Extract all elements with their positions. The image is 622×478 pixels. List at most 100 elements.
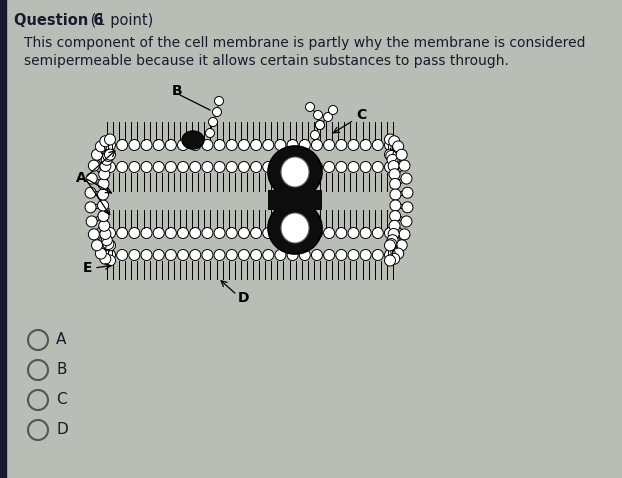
Text: B: B <box>56 362 67 378</box>
Circle shape <box>262 250 274 261</box>
Circle shape <box>336 250 347 261</box>
Circle shape <box>392 141 404 152</box>
Text: D: D <box>56 423 68 437</box>
Circle shape <box>348 228 359 239</box>
Circle shape <box>214 140 225 151</box>
Circle shape <box>262 228 274 239</box>
Circle shape <box>214 228 225 239</box>
Circle shape <box>299 250 310 261</box>
Circle shape <box>100 161 111 172</box>
Circle shape <box>177 162 188 173</box>
Circle shape <box>129 250 140 261</box>
Circle shape <box>315 120 325 130</box>
Circle shape <box>141 228 152 239</box>
Circle shape <box>101 235 112 246</box>
Circle shape <box>386 239 397 250</box>
Text: Question 6: Question 6 <box>14 13 103 28</box>
Circle shape <box>104 149 116 160</box>
Circle shape <box>251 228 262 239</box>
Circle shape <box>373 250 383 261</box>
Circle shape <box>275 140 286 151</box>
Circle shape <box>238 250 249 261</box>
Circle shape <box>129 140 140 151</box>
Circle shape <box>299 140 310 151</box>
Circle shape <box>177 228 188 239</box>
Circle shape <box>213 108 221 117</box>
Circle shape <box>177 250 188 261</box>
Circle shape <box>190 250 201 261</box>
Circle shape <box>100 253 111 264</box>
Circle shape <box>312 162 322 173</box>
Circle shape <box>275 162 286 173</box>
Circle shape <box>373 228 383 239</box>
Circle shape <box>360 140 371 151</box>
Circle shape <box>98 211 109 222</box>
Circle shape <box>323 162 335 173</box>
Text: semipermeable because it allows certain substances to pass through.: semipermeable because it allows certain … <box>24 54 509 68</box>
Circle shape <box>238 228 249 239</box>
Circle shape <box>262 162 274 173</box>
Circle shape <box>226 140 237 151</box>
Ellipse shape <box>182 131 204 149</box>
Text: (1 point): (1 point) <box>86 13 153 28</box>
Circle shape <box>287 162 298 173</box>
Circle shape <box>387 154 398 165</box>
Circle shape <box>384 134 396 145</box>
Circle shape <box>336 140 347 151</box>
Circle shape <box>91 240 103 251</box>
Circle shape <box>117 250 128 261</box>
Circle shape <box>86 173 97 184</box>
Circle shape <box>165 228 177 239</box>
Circle shape <box>360 250 371 261</box>
Circle shape <box>389 253 400 264</box>
Circle shape <box>401 216 412 227</box>
Circle shape <box>104 134 116 145</box>
Circle shape <box>238 140 249 151</box>
Circle shape <box>387 235 398 246</box>
Circle shape <box>86 216 97 227</box>
Circle shape <box>312 250 322 261</box>
Circle shape <box>214 162 225 173</box>
Circle shape <box>396 240 407 251</box>
Circle shape <box>98 178 109 189</box>
Circle shape <box>88 160 100 171</box>
Text: E: E <box>83 261 93 275</box>
Circle shape <box>315 120 325 130</box>
Circle shape <box>251 250 262 261</box>
Text: A: A <box>56 333 67 348</box>
Circle shape <box>275 228 286 239</box>
Circle shape <box>312 140 322 151</box>
Circle shape <box>287 228 298 239</box>
Circle shape <box>153 162 164 173</box>
Circle shape <box>287 140 298 151</box>
Circle shape <box>215 97 223 106</box>
Circle shape <box>402 202 413 213</box>
Ellipse shape <box>281 213 309 243</box>
Circle shape <box>190 162 201 173</box>
Circle shape <box>104 228 116 239</box>
Text: C: C <box>356 108 366 122</box>
Circle shape <box>98 189 109 200</box>
Circle shape <box>389 178 401 189</box>
Circle shape <box>299 162 310 173</box>
Circle shape <box>226 250 237 261</box>
Ellipse shape <box>268 146 322 198</box>
Text: B: B <box>172 84 183 98</box>
Circle shape <box>386 151 397 162</box>
Circle shape <box>104 240 116 251</box>
Circle shape <box>141 162 152 173</box>
Circle shape <box>117 228 128 239</box>
Circle shape <box>348 162 359 173</box>
Circle shape <box>100 136 111 147</box>
Circle shape <box>310 130 320 140</box>
Ellipse shape <box>268 202 322 254</box>
Circle shape <box>384 140 396 151</box>
Circle shape <box>336 228 347 239</box>
Circle shape <box>177 140 188 151</box>
Circle shape <box>384 228 396 239</box>
Circle shape <box>251 162 262 173</box>
Circle shape <box>190 228 201 239</box>
Circle shape <box>88 229 100 240</box>
Circle shape <box>95 248 106 259</box>
Circle shape <box>389 220 400 231</box>
